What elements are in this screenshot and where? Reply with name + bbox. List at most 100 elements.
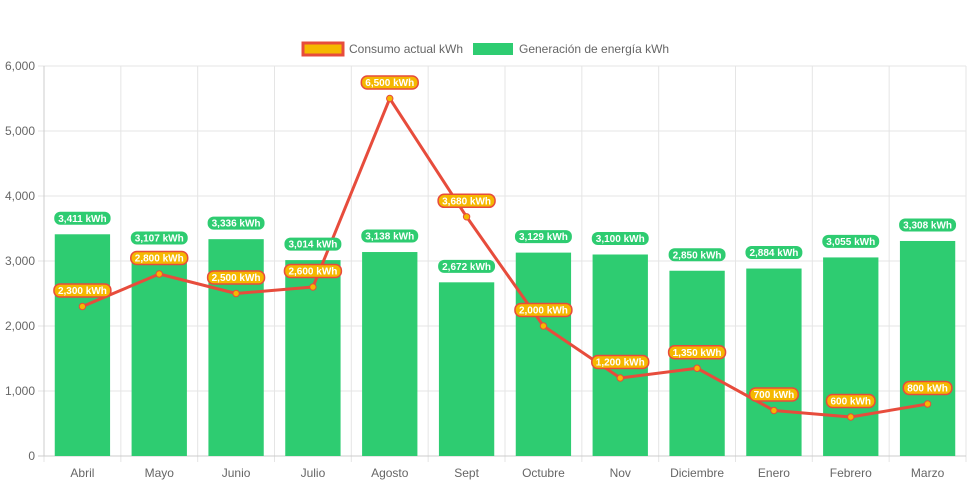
x-tick-label: Junio bbox=[222, 466, 251, 480]
line-value-label-badge: 1,350 kWh bbox=[667, 345, 727, 360]
line-value-label-badge: 800 kWh bbox=[902, 380, 953, 396]
line-value-label-badge-bg bbox=[902, 380, 953, 396]
legend-swatch-consumo bbox=[301, 41, 345, 57]
bar-value-label: 3,138 kWh bbox=[365, 232, 414, 243]
line-point bbox=[155, 270, 163, 278]
bar-value-label-badge-bg bbox=[514, 230, 572, 244]
x-tick-label: Agosto bbox=[371, 466, 409, 480]
bar-value-label-badge-bg bbox=[899, 218, 957, 232]
line-value-label-badge-bg bbox=[130, 250, 189, 266]
line-value-label: 1,350 kWh bbox=[673, 348, 722, 359]
bar-value-label-badge: 2,884 kWh bbox=[745, 246, 803, 259]
line-value-label-badge: 700 kWh bbox=[748, 387, 799, 402]
line-value-label-badge: 1,200 kWh bbox=[591, 354, 650, 370]
y-tick-label: 4,000 bbox=[5, 189, 35, 203]
bar-value-label-badge: 3,308 kWh bbox=[899, 218, 957, 232]
line-value-label: 3,680 kWh bbox=[442, 196, 491, 207]
bar-value-label-badge: 3,411 kWh bbox=[54, 211, 111, 225]
bar-value-label-badge: 3,336 kWh bbox=[207, 216, 265, 230]
legend-label-consumo: Consumo actual kWh bbox=[349, 42, 463, 56]
bar-value-label-badge-bg bbox=[361, 229, 419, 243]
line-value-label-badge-bg bbox=[825, 393, 876, 409]
line-value-label: 700 kWh bbox=[754, 390, 795, 401]
line-value-label: 2,800 kWh bbox=[135, 254, 184, 265]
line-value-label-badge: 2,600 kWh bbox=[283, 263, 343, 279]
bar bbox=[515, 252, 572, 456]
bar-value-label-badge-bg bbox=[591, 232, 649, 245]
bar-value-label-badge-bg bbox=[668, 248, 726, 262]
line-value-label-badge-bg bbox=[360, 75, 419, 90]
bar-value-label-badge: 3,107 kWh bbox=[130, 231, 188, 245]
bar-value-label: 2,850 kWh bbox=[673, 250, 722, 261]
line-point bbox=[462, 213, 471, 221]
line-value-label-badge-bg bbox=[667, 345, 727, 360]
line-point bbox=[923, 400, 932, 408]
line-series bbox=[81, 97, 928, 419]
line-value-label-badge: 2,800 kWh bbox=[130, 250, 189, 266]
bar-value-label-badge: 3,014 kWh bbox=[284, 237, 342, 251]
bar bbox=[54, 234, 111, 456]
bar-value-label-badge-bg bbox=[54, 211, 111, 225]
bar-value-label: 3,411 kWh bbox=[58, 214, 106, 225]
bar bbox=[362, 252, 418, 456]
bar bbox=[746, 268, 802, 456]
legend-label-generacion: Generación de energía kWh bbox=[519, 42, 669, 56]
y-tick-label: 6,000 bbox=[5, 59, 35, 73]
bar-value-label-badge: 3,138 kWh bbox=[361, 229, 419, 243]
line-value-label-badge: 2,500 kWh bbox=[206, 270, 266, 285]
bar-value-label: 2,672 kWh bbox=[442, 262, 491, 273]
line-value-label: 1,200 kWh bbox=[596, 358, 645, 369]
bar-value-label-badge-bg bbox=[207, 216, 265, 230]
legend-swatch-generacion bbox=[473, 43, 513, 55]
bar-value-label-badge: 2,850 kWh bbox=[668, 248, 726, 262]
bar-value-label-badge: 3,129 kWh bbox=[514, 230, 572, 244]
line-point bbox=[309, 283, 317, 291]
x-tick-label: Marzo bbox=[911, 466, 945, 480]
bar bbox=[669, 270, 725, 456]
bar-value-label: 3,055 kWh bbox=[826, 237, 875, 248]
x-tick-label: Julio bbox=[301, 466, 326, 480]
line-point bbox=[78, 302, 87, 311]
line-value-label-badge: 3,680 kWh bbox=[437, 193, 496, 209]
line-value-label-badge: 6,500 kWh bbox=[360, 75, 419, 90]
line-point bbox=[232, 289, 240, 298]
bar-value-label-badge: 3,100 kWh bbox=[591, 232, 649, 245]
line-point bbox=[616, 374, 624, 382]
bar bbox=[131, 254, 187, 456]
x-tick-label: Diciembre bbox=[670, 466, 724, 480]
bar-value-label-badge-bg bbox=[438, 259, 496, 273]
bar-value-label: 3,308 kWh bbox=[903, 220, 952, 231]
bar-value-label-badge-bg bbox=[284, 237, 342, 251]
line-value-label-badge-bg bbox=[591, 354, 650, 370]
line-value-label-badge: 2,300 kWh bbox=[53, 283, 112, 298]
line-value-label: 2,300 kWh bbox=[58, 286, 107, 297]
bar-value-label-badge-bg bbox=[822, 234, 880, 248]
line-value-label-badge-bg bbox=[748, 387, 799, 402]
x-tick-label: Abril bbox=[70, 466, 94, 480]
bar bbox=[823, 257, 879, 456]
y-tick-label: 1,000 bbox=[5, 384, 35, 398]
line-value-label: 2,600 kWh bbox=[288, 267, 337, 278]
line-value-label-badge: 600 kWh bbox=[825, 393, 876, 409]
x-tick-label: Octubre bbox=[522, 466, 565, 480]
line-value-label-badge-bg bbox=[514, 302, 573, 318]
line-value-label-badge-bg bbox=[206, 270, 266, 285]
legend: Consumo actual kWh Generación de energía … bbox=[301, 41, 669, 57]
line-value-label-badge-bg bbox=[437, 193, 496, 209]
x-tick-label: Mayo bbox=[145, 466, 175, 480]
x-tick-label: Enero bbox=[758, 466, 790, 480]
line-point bbox=[770, 406, 778, 415]
y-tick-label: 5,000 bbox=[5, 124, 35, 138]
bar-value-label: 2,884 kWh bbox=[749, 248, 798, 259]
line-value-label-badge: 2,000 kWh bbox=[514, 302, 573, 318]
bar-value-label: 3,100 kWh bbox=[596, 234, 645, 245]
line-value-label: 2,500 kWh bbox=[212, 273, 261, 284]
x-tick-label: Febrero bbox=[830, 466, 872, 480]
line-point bbox=[386, 94, 394, 103]
bar-value-label: 3,129 kWh bbox=[519, 232, 568, 243]
bar bbox=[899, 240, 956, 456]
bar bbox=[438, 282, 495, 456]
line-point bbox=[847, 413, 855, 421]
bar-value-label-badge-bg bbox=[130, 231, 188, 245]
